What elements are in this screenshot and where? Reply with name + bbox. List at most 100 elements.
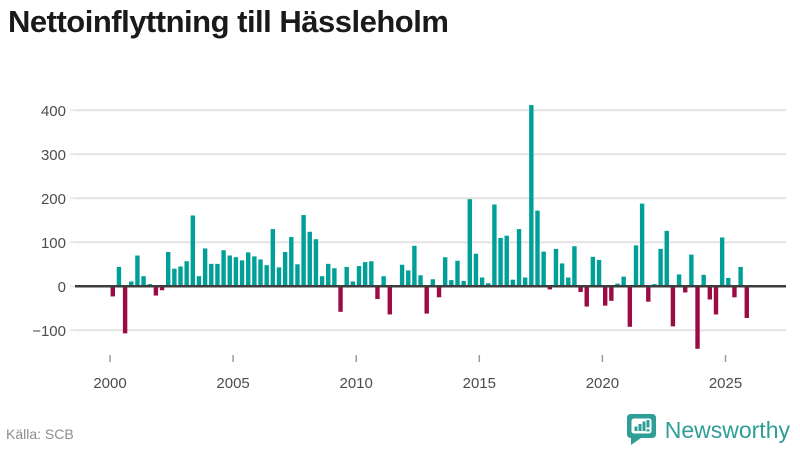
bar xyxy=(596,259,602,287)
bar xyxy=(184,261,189,287)
bar xyxy=(332,268,337,287)
bar xyxy=(129,281,134,287)
bar xyxy=(369,261,374,287)
bar xyxy=(227,255,232,287)
y-axis-label: 100 xyxy=(41,235,66,252)
bar xyxy=(110,286,115,297)
x-axis: 2000 2005 2010 2015 2020 2025 xyxy=(93,355,742,392)
bar xyxy=(356,266,362,287)
bar xyxy=(282,251,288,287)
bar xyxy=(566,277,571,287)
bar xyxy=(695,286,700,349)
bar xyxy=(424,286,429,314)
bar xyxy=(418,275,423,287)
bar xyxy=(689,254,694,287)
x-axis-label: 2015 xyxy=(463,375,496,392)
bar xyxy=(135,255,140,287)
bar xyxy=(412,245,417,287)
gridlines xyxy=(75,109,786,332)
bar xyxy=(233,257,239,287)
bars xyxy=(110,105,749,349)
bar xyxy=(442,257,448,287)
bar xyxy=(738,266,743,287)
bar xyxy=(492,204,497,287)
y-axis-label: 400 xyxy=(41,103,66,120)
bar xyxy=(209,263,214,287)
bar xyxy=(166,251,171,287)
bar xyxy=(535,210,540,287)
brand-logo: Newsworthy xyxy=(626,412,790,448)
bar xyxy=(603,286,608,306)
bar xyxy=(338,286,343,312)
bar xyxy=(726,277,731,287)
bar xyxy=(707,286,713,300)
bar xyxy=(609,286,614,301)
bar xyxy=(479,277,485,287)
bar xyxy=(430,279,436,287)
bar xyxy=(646,286,651,302)
bar xyxy=(362,262,368,287)
bar xyxy=(510,279,516,287)
x-axis-label: 2025 xyxy=(709,375,742,392)
bar xyxy=(406,270,411,287)
bar xyxy=(473,253,479,287)
bar xyxy=(713,286,719,315)
bar xyxy=(449,280,454,287)
bar xyxy=(221,250,226,287)
bar xyxy=(627,286,633,327)
bar xyxy=(289,237,294,287)
bar xyxy=(258,259,263,287)
brand-name: Newsworthy xyxy=(664,416,790,443)
bar xyxy=(215,263,220,287)
y-axis-label: 200 xyxy=(41,191,66,208)
bar xyxy=(516,229,522,287)
bar xyxy=(559,263,565,287)
bar xyxy=(578,286,583,293)
bar xyxy=(276,267,282,287)
bar xyxy=(326,263,331,287)
bar xyxy=(141,276,146,287)
bar xyxy=(498,237,503,287)
bar xyxy=(683,286,688,293)
x-axis-label: 2000 xyxy=(93,375,126,392)
bar xyxy=(295,264,300,287)
y-axis-label: 300 xyxy=(41,147,66,164)
bar xyxy=(350,281,356,287)
y-axis-label: −100 xyxy=(32,323,66,340)
bar xyxy=(270,229,276,287)
bar xyxy=(701,274,706,287)
bar xyxy=(621,276,626,287)
bar xyxy=(633,245,639,287)
x-axis-label: 2005 xyxy=(216,375,249,392)
x-axis-label: 2020 xyxy=(586,375,619,392)
bar xyxy=(122,286,128,334)
bar xyxy=(615,283,620,287)
bar xyxy=(307,231,312,287)
bar xyxy=(553,248,559,287)
newsworthy-chart-bubble-icon xyxy=(626,414,656,445)
bar xyxy=(467,199,472,287)
bar xyxy=(399,264,405,287)
bar xyxy=(313,239,319,287)
source-label: Källa: SCB xyxy=(6,426,74,442)
y-axis: 400 300 200 100 0 −100 xyxy=(32,103,75,340)
bar xyxy=(732,286,737,298)
bar xyxy=(547,286,553,290)
x-axis-label: 2010 xyxy=(340,375,373,392)
bar xyxy=(584,286,589,307)
bar xyxy=(522,277,528,287)
bar xyxy=(153,286,159,296)
bar xyxy=(486,283,491,287)
bar xyxy=(387,286,392,315)
bar xyxy=(670,286,676,327)
bar xyxy=(319,276,325,287)
bar xyxy=(301,215,306,287)
bar xyxy=(461,281,466,287)
bar xyxy=(344,266,349,287)
bar xyxy=(381,276,386,287)
bar xyxy=(455,260,460,287)
bar xyxy=(639,203,645,287)
bar xyxy=(541,251,546,287)
bar xyxy=(116,266,122,287)
